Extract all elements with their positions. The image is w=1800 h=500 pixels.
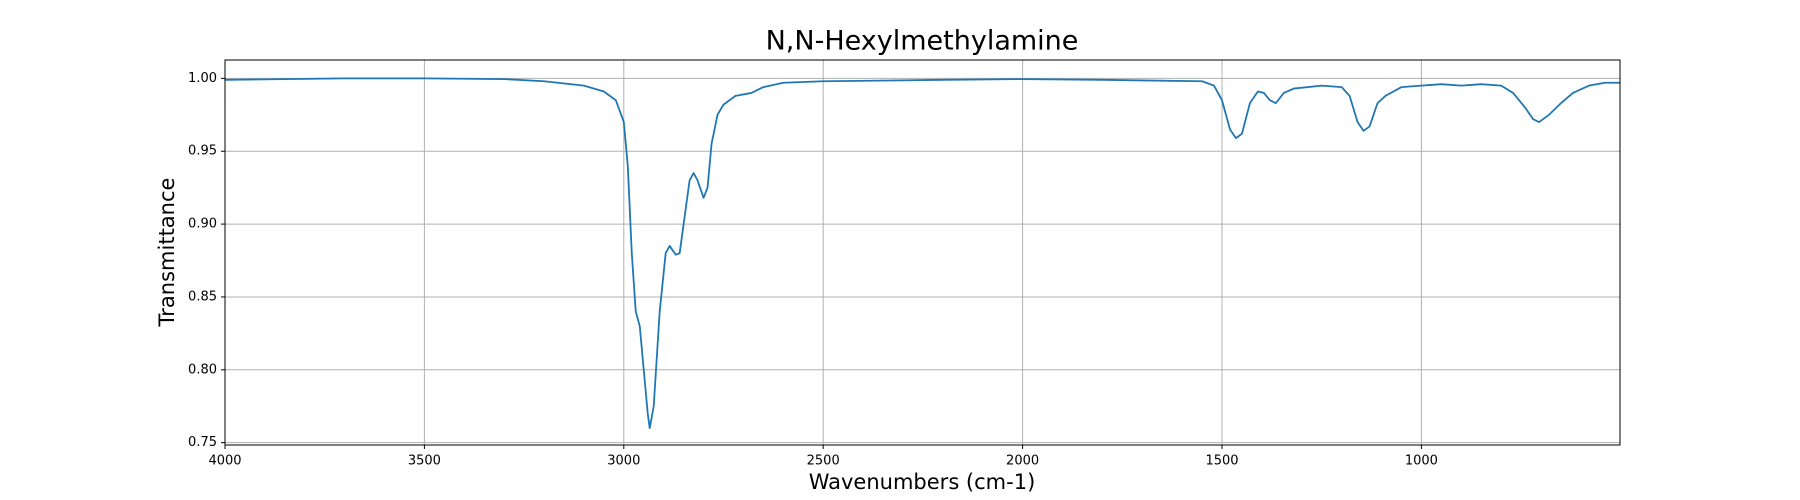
x-tick-label: 4000 [208,454,241,469]
x-tick-label: 3500 [408,454,441,469]
x-tick-label: 3000 [607,454,640,469]
x-tick-label: 2000 [1006,454,1039,469]
x-tick-label: 1500 [1205,454,1238,469]
data-line [224,77,1620,429]
y-tick-label: 0.95 [188,144,217,159]
x-tick-label: 2500 [807,454,840,469]
x-axis-label: Wavenumbers (cm-1) [809,470,1036,494]
y-tick-label: 0.85 [188,289,217,304]
y-tick-label: 1.00 [188,71,217,86]
y-tick-label: 0.80 [188,362,217,377]
x-tick-label: 1000 [1405,454,1438,469]
plot-frame [224,59,1621,446]
chart-title: N,N-Hexylmethylamine [766,26,1079,57]
y-tick-label: 0.90 [188,217,217,232]
y-tick-label: 0.75 [188,435,217,450]
y-axis-label: Transmittance [155,178,179,328]
